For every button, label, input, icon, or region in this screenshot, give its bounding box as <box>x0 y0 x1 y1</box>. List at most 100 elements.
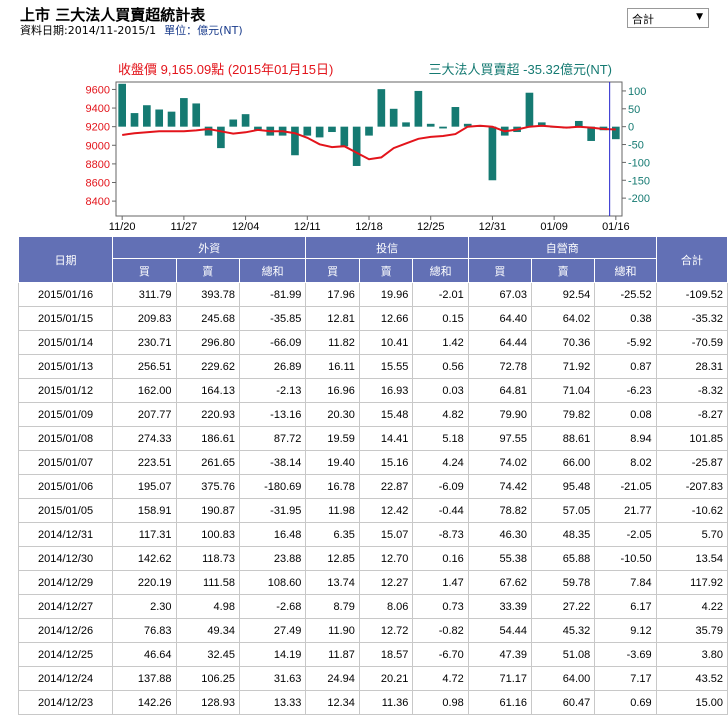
date-cell: 2015/01/05 <box>17 498 114 523</box>
value-cell: 57.05 <box>531 498 596 523</box>
value-cell: 11.98 <box>305 498 360 523</box>
net-bar <box>291 126 299 156</box>
value-cell: 0.38 <box>594 306 657 331</box>
value-cell: 137.88 <box>112 666 177 691</box>
value-cell: 11.36 <box>358 690 414 715</box>
x-tick-label: 11/20 <box>109 221 136 233</box>
data-range: 資料日期:2014/11-2015/1 單位：億元(NT) <box>20 22 243 38</box>
net-bar <box>402 122 410 127</box>
value-cell: 1.42 <box>412 330 469 355</box>
value-cell: 12.72 <box>358 618 414 643</box>
value-cell: 43.52 <box>655 666 728 691</box>
value-cell: 15.55 <box>358 354 414 379</box>
net-bar <box>426 123 435 127</box>
value-cell: 11.87 <box>305 642 360 667</box>
value-cell: 71.17 <box>467 666 533 691</box>
left-tick-label: 9600 <box>86 84 110 96</box>
table-row: 2014/12/26 76.83 49.34 27.49 11.90 12.72 -0.82… <box>17 618 728 643</box>
value-cell: 92.54 <box>531 282 596 307</box>
value-cell: -10.50 <box>594 546 657 571</box>
col-trust-net: 總和 <box>412 258 469 283</box>
value-cell: 0.73 <box>412 594 469 619</box>
value-cell: 0.16 <box>412 546 469 571</box>
right-tick-label: 0 <box>628 122 634 134</box>
net-bar <box>328 126 336 133</box>
value-cell: 117.31 <box>112 522 177 547</box>
close-price-line <box>122 124 616 161</box>
value-cell: 142.62 <box>112 546 177 571</box>
value-cell: -6.70 <box>412 642 469 667</box>
value-cell: 48.35 <box>531 522 596 547</box>
value-cell: 46.30 <box>467 522 533 547</box>
date-cell: 2014/12/26 <box>17 618 114 643</box>
table-row: 2015/01/06 195.07 375.76 -180.69 16.78 22.87-… <box>17 474 728 499</box>
date-cell: 2015/01/13 <box>17 354 114 379</box>
date-cell: 2015/01/07 <box>17 450 114 475</box>
value-cell: -2.13 <box>238 378 307 403</box>
total-dropdown[interactable]: 合計 ▼ <box>627 8 709 28</box>
net-bar <box>612 126 620 140</box>
value-cell: 207.77 <box>112 402 177 427</box>
date-cell: 2015/01/16 <box>17 282 114 307</box>
value-cell: 16.93 <box>358 378 414 403</box>
net-bar <box>389 108 398 127</box>
institutional-trading-table: 日期 外資 投信 自營商 合計 買 賣 總和 買 賣 總和 買 賣 總和 201… <box>17 236 728 715</box>
net-bar <box>254 126 262 131</box>
col-foreign-sell: 賣 <box>175 258 240 283</box>
net-bar <box>488 126 497 181</box>
date-cell: 2014/12/30 <box>17 546 114 571</box>
net-bar <box>241 114 250 127</box>
value-cell: 12.27 <box>358 570 414 595</box>
value-cell: -8.32 <box>655 378 728 403</box>
net-bar <box>352 126 361 166</box>
col-dealer: 自營商 <box>467 236 657 259</box>
table-row: 2015/01/09 207.77 220.93 -13.16 20.30 15.48 4.… <box>17 402 728 427</box>
value-cell: 296.80 <box>175 330 240 355</box>
value-cell: 101.85 <box>655 426 728 451</box>
net-bar <box>537 122 546 127</box>
col-dealer-net: 總和 <box>594 258 657 283</box>
value-cell: 16.48 <box>238 522 307 547</box>
value-cell: 19.40 <box>305 450 360 475</box>
value-cell: -81.99 <box>238 282 307 307</box>
date-cell: 2015/01/09 <box>17 402 114 427</box>
value-cell: 76.83 <box>112 618 177 643</box>
right-tick-label: -200 <box>628 193 650 205</box>
value-cell: 19.96 <box>358 282 414 307</box>
value-cell: 31.63 <box>238 666 307 691</box>
col-dealer-buy: 買 <box>467 258 533 283</box>
value-cell: 35.79 <box>655 618 728 643</box>
table-row: 2015/01/13 256.51 229.62 26.89 16.11 15.55 0.5… <box>17 354 728 379</box>
chevron-down-icon: ▼ <box>696 12 703 22</box>
value-cell: 0.56 <box>412 354 469 379</box>
value-cell: 12.70 <box>358 546 414 571</box>
date-cell: 2014/12/25 <box>17 642 114 667</box>
value-cell: 14.41 <box>358 426 414 451</box>
price-net-chart: 收盤價 9,165.09點 (2015年01月15日) 三大法人買賣超 -35.3… <box>86 62 651 233</box>
table-body: 2015/01/16 311.79 393.78 -81.99 17.96 19.96 -2… <box>17 282 728 715</box>
value-cell: 23.88 <box>238 546 307 571</box>
col-dealer-sell: 賣 <box>531 258 596 283</box>
right-tick-label: 100 <box>628 86 646 98</box>
value-cell: 51.08 <box>531 642 596 667</box>
table-row: 2015/01/14 230.71 296.80 -66.09 11.82 10.41 1.… <box>17 330 728 355</box>
value-cell: 67.62 <box>467 570 533 595</box>
value-cell: 32.45 <box>175 642 240 667</box>
dropdown-selected: 合計 <box>632 13 654 26</box>
table-row: 2015/01/08 274.33 186.61 87.72 19.59 14.41 5.1… <box>17 426 728 451</box>
col-trust-buy: 買 <box>305 258 360 283</box>
value-cell: 21.77 <box>594 498 657 523</box>
value-cell: 6.17 <box>594 594 657 619</box>
value-cell: 55.38 <box>467 546 533 571</box>
net-bar <box>525 92 534 127</box>
value-cell: -35.32 <box>655 306 728 331</box>
value-cell: 229.62 <box>175 354 240 379</box>
value-cell: 311.79 <box>112 282 177 307</box>
table-row: 2014/12/31 117.31 100.83 16.48 6.35 15.07 -8.7… <box>17 522 728 547</box>
value-cell: 10.41 <box>358 330 414 355</box>
value-cell: 13.54 <box>655 546 728 571</box>
value-cell: 2.30 <box>112 594 177 619</box>
value-cell: 74.42 <box>467 474 533 499</box>
value-cell: 256.51 <box>112 354 177 379</box>
value-cell: 8.02 <box>594 450 657 475</box>
